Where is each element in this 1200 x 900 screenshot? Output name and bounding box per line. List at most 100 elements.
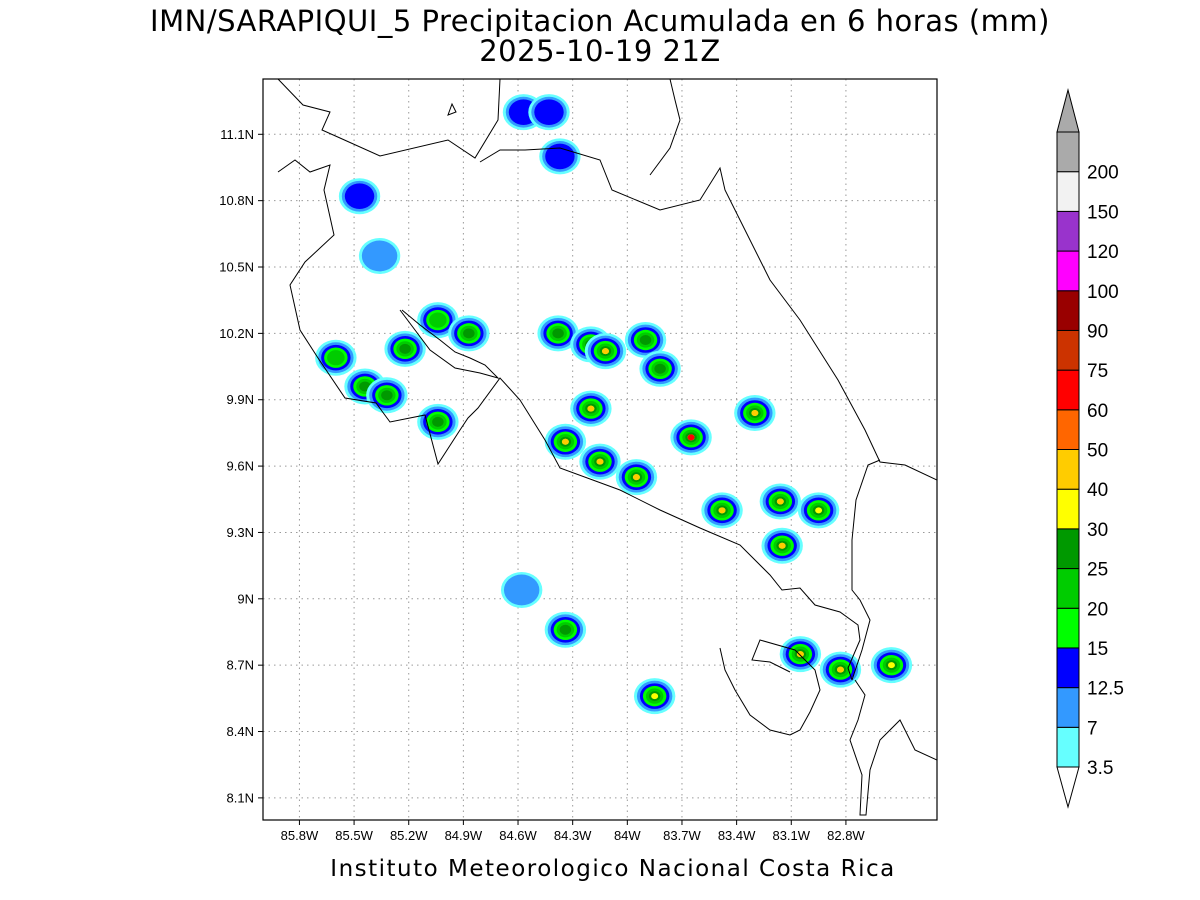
- lat-tick-label: 10.2N: [219, 326, 254, 341]
- colorbar-label: 120: [1087, 242, 1119, 263]
- precip-cell: [701, 492, 743, 529]
- coastline-segment: [447, 102, 457, 116]
- colorbar-label: 150: [1087, 202, 1119, 223]
- colorbar-swatch: [1056, 687, 1080, 728]
- precip-cell: [639, 350, 681, 387]
- lat-tick-label: 9.3N: [227, 525, 254, 540]
- colorbar-swatch: [1056, 290, 1080, 331]
- gulf-of-nicoya-shore: [399, 309, 500, 379]
- precip-cell: [537, 315, 579, 352]
- precip-contour: [545, 143, 575, 170]
- precip-cell: [584, 333, 627, 370]
- precip-contour: [503, 574, 540, 606]
- colorbar-label: 100: [1087, 282, 1119, 303]
- precip-cell: [544, 611, 587, 648]
- colorbar-swatch: [1056, 171, 1080, 212]
- coastline-segment: [851, 459, 881, 681]
- precip-cell: [417, 403, 459, 440]
- precip-contour: [654, 363, 666, 374]
- colorbar-legend: 3.5 7 12.5 15 20 25 30 40 50 60 75 90 100 120 150 200: [1056, 88, 1124, 809]
- precip-contour: [778, 542, 786, 549]
- colorbar-label: 3.5: [1087, 758, 1113, 779]
- colorbar-label: 50: [1087, 441, 1108, 462]
- precip-cell: [544, 423, 587, 460]
- coastlines-borders: [277, 79, 937, 816]
- lat-tick-label: 8.1N: [227, 790, 254, 805]
- lon-tick-label: 84.6W: [499, 828, 537, 843]
- coastline-segment: [649, 79, 681, 176]
- precip-contour: [327, 350, 345, 366]
- precip-contour: [399, 343, 411, 354]
- precip-cell: [570, 390, 612, 427]
- colorbar-label: 90: [1087, 321, 1108, 342]
- precip-contour: [463, 328, 475, 339]
- precip-cell: [624, 322, 667, 359]
- precip-contour: [796, 651, 804, 658]
- lon-tick-label: 85.2W: [390, 828, 428, 843]
- lon-tick-label: 83.1W: [772, 828, 810, 843]
- precip-cell: [500, 571, 543, 608]
- precip-cell: [384, 330, 426, 367]
- precip-contour: [815, 507, 823, 514]
- footer-credit: Instituto Meteorologico Nacional Costa R…: [330, 856, 896, 882]
- lon-tick-label: 83.7W: [663, 828, 701, 843]
- lat-tick-label: 9.9N: [227, 392, 254, 407]
- colorbar-swatch: [1056, 449, 1080, 490]
- colorbar-swatch: [1056, 726, 1080, 768]
- colorbar-label: 7: [1087, 718, 1098, 739]
- precip-contour: [639, 335, 652, 346]
- colorbar-swatch: [1056, 409, 1080, 450]
- precip-cell: [358, 237, 401, 274]
- precip-cell: [797, 492, 840, 529]
- precip-contour: [632, 474, 640, 481]
- precip-contour: [534, 99, 564, 125]
- precip-contour: [429, 312, 447, 328]
- precip-contour: [552, 328, 564, 339]
- precip-cell: [315, 339, 357, 376]
- precip-cell: [870, 647, 913, 684]
- precip-contour: [432, 416, 444, 427]
- map-subtitle-date: 2025-10-19 21Z: [479, 34, 721, 68]
- colorbar-swatch: [1056, 528, 1080, 570]
- precip-cell: [528, 94, 570, 131]
- precip-contour: [559, 624, 572, 635]
- precip-cell: [539, 138, 581, 175]
- precip-cell: [633, 678, 676, 715]
- latitude-axis: 11.1N 10.8N 10.5N 10.2N 9.9N 9.6N 9.3N 9N 8.7N 8.…: [219, 127, 263, 805]
- precip-contour: [651, 693, 659, 700]
- colorbar-label: 30: [1087, 520, 1108, 541]
- colorbar-swatch: [1056, 488, 1080, 530]
- map-title: IMN/SARAPIQUI_5 Precipitacion Acumulada …: [150, 4, 1050, 38]
- coastline-segment: [849, 679, 937, 816]
- precipitation-field: [315, 94, 913, 715]
- precip-contour: [561, 438, 569, 445]
- colorbar-label: 12.5: [1087, 679, 1124, 700]
- precip-cell: [779, 636, 822, 673]
- precip-cell: [579, 443, 621, 480]
- colorbar-label: 20: [1087, 599, 1108, 620]
- precip-cell: [761, 527, 803, 564]
- precip-contour: [888, 662, 895, 669]
- colorbar-swatch: [1056, 210, 1080, 252]
- lat-tick-label: 11.1N: [220, 127, 254, 142]
- precip-contour: [718, 507, 726, 514]
- lat-tick-label: 10.5N: [219, 260, 254, 275]
- precip-contour: [602, 348, 609, 355]
- colorbar-label: 25: [1087, 560, 1108, 581]
- precip-cell: [734, 395, 776, 432]
- colorbar-label: 200: [1087, 163, 1119, 184]
- lon-tick-label: 85.8W: [281, 828, 319, 843]
- precip-cell: [366, 377, 408, 414]
- colorbar-label: 60: [1087, 401, 1108, 422]
- colorbar-label: 75: [1087, 361, 1108, 382]
- colorbar-swatch: [1056, 568, 1080, 609]
- lon-tick-label: 82.8W: [827, 828, 865, 843]
- colorbar-label: 15: [1087, 639, 1108, 660]
- lon-tick-label: 84.3W: [554, 828, 592, 843]
- lon-tick-label: 84.9W: [445, 828, 483, 843]
- coastline-segment: [479, 147, 937, 481]
- coastline-segment: [277, 79, 501, 159]
- colorbar-min-arrow: [1056, 766, 1080, 809]
- precip-contour: [596, 458, 604, 465]
